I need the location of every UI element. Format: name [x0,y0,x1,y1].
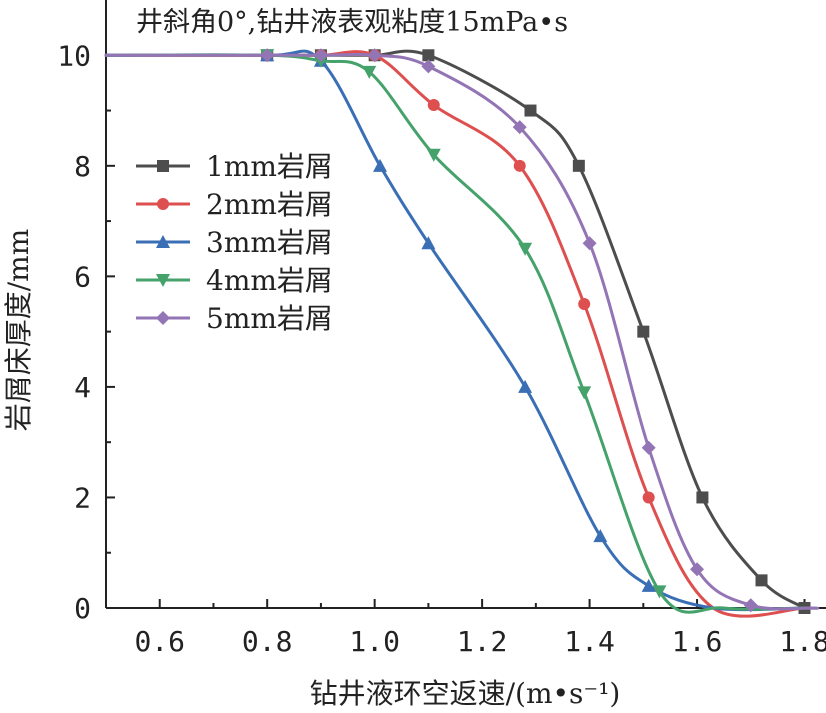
legend-swatch-marker [156,274,170,287]
y-tick-label: 4 [74,371,91,404]
data-point [373,158,388,172]
y-tick-label: 8 [74,150,91,183]
series-line [104,53,807,614]
x-axis-title: 钻井液环空返速/(m•s⁻¹) [310,677,621,710]
x-tick-label: 1.4 [564,625,615,658]
y-tick-label: 10 [57,39,91,72]
legend-item: 4mm岩屑 [136,264,333,297]
data-point [313,48,328,63]
x-tick-label: 1.6 [672,625,723,658]
y-tick-label: 2 [74,481,91,514]
data-point [518,379,533,393]
data-point [652,585,667,599]
legend-item: 1mm岩屑 [136,150,333,183]
data-point [577,386,592,400]
data-point [513,159,526,172]
legend-swatch-marker [157,198,169,210]
data-point [572,159,585,172]
legend-item: 5mm岩屑 [136,302,333,335]
data-point [421,59,436,74]
data-point [641,440,656,455]
series-3 [104,48,807,612]
y-axis-title: 岩屑床厚度/mm [2,229,35,432]
y-tick-label: 0 [74,592,91,625]
legend-label: 4mm岩屑 [206,264,333,297]
y-tick-label: 6 [74,260,91,293]
data-point [524,104,537,117]
x-tick-label: 1.2 [457,625,508,658]
data-point [362,65,377,79]
x-tick-label: 1.8 [779,625,826,658]
legend-label: 1mm岩屑 [206,150,333,183]
data-point [637,325,650,338]
legend-item: 3mm岩屑 [136,226,333,259]
axes: 0.6 0.8 1.0 1.2 1.4 1.6 1.8 0 2 4 6 8 10 [57,0,826,658]
series-line [104,49,807,612]
x-tick-label: 0.6 [134,625,185,658]
x-tick-label: 1.0 [349,625,400,658]
data-point [260,48,275,63]
data-point [427,99,440,112]
chart-title: 井斜角0°,钻井液表观粘度15mPa•s [136,7,568,38]
data-point [512,120,527,135]
x-tick-label: 0.8 [242,625,293,658]
data-point [755,574,768,587]
data-point [593,529,608,543]
data-point [518,242,533,256]
legend-label: 3mm岩屑 [206,226,333,259]
data-point [421,236,436,250]
data-point [578,298,591,310]
data-point [426,148,441,162]
data-point [690,562,705,577]
legend-swatch-marker [156,235,170,248]
data-point [642,491,655,504]
legend: 1mm岩屑 2mm岩屑 3mm岩屑 4mm岩屑 5mm岩屑 [136,150,333,335]
data-point [422,49,435,62]
legend-label: 5mm岩屑 [206,302,333,335]
data-point [582,236,597,251]
series-layer [104,48,820,618]
legend-swatch-marker [156,311,170,325]
legend-label: 2mm岩屑 [206,188,333,221]
legend-item: 2mm岩屑 [136,188,333,221]
series-5 [104,48,820,613]
data-point [367,48,382,63]
legend-swatch-marker [157,160,169,172]
data-point [696,491,709,504]
data-point [743,598,758,613]
data-point [641,578,656,592]
